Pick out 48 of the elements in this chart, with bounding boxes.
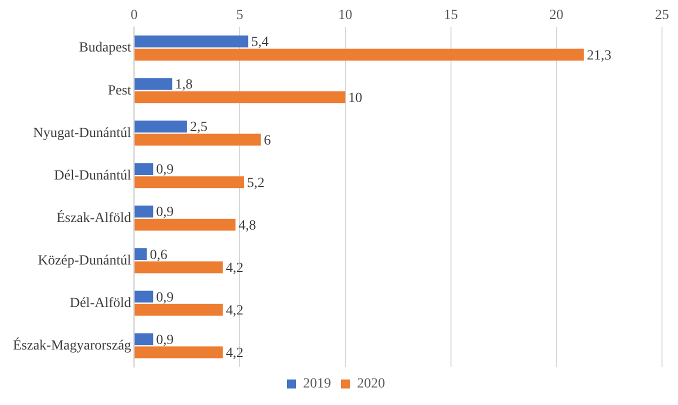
data-label: 21,3 (586, 48, 612, 64)
y-tick-label: Dél-Dunántúl (54, 168, 132, 184)
data-label: 2,5 (190, 120, 208, 136)
data-label: 10 (348, 90, 362, 106)
y-tick-label: Pest (108, 83, 132, 98)
data-label: 0,9 (156, 332, 174, 348)
x-tick-label: 15 (444, 8, 458, 24)
bar (134, 304, 223, 316)
bar (134, 218, 236, 231)
data-label: 6 (264, 133, 271, 148)
data-label: 4,2 (226, 346, 244, 361)
bar (134, 163, 154, 175)
data-label: 4,2 (226, 260, 244, 276)
data-label: 4,2 (226, 303, 244, 318)
bar (134, 48, 584, 61)
x-tick-label: 25 (655, 8, 669, 24)
legend-label: 2020 (357, 376, 385, 392)
bar (134, 36, 248, 48)
bar (134, 78, 172, 90)
x-tick-label: 10 (338, 8, 352, 24)
bar (134, 261, 223, 274)
x-tick-label: 20 (549, 8, 564, 24)
data-label: 0,9 (156, 205, 174, 220)
y-tick-label: Észak-Magyarország (12, 336, 132, 354)
data-label: 0,9 (156, 290, 174, 306)
bar (134, 290, 154, 303)
bar (134, 176, 244, 188)
bar (134, 248, 147, 260)
bar (134, 91, 346, 104)
legend-label: 2019 (303, 376, 331, 392)
data-label: 5,4 (251, 35, 269, 50)
bar (134, 120, 187, 132)
y-tick-label: Közép-Dunántúl (38, 253, 132, 268)
data-label: 1,8 (175, 78, 193, 93)
y-tick-label: Nyugat-Dunántúl (33, 126, 132, 141)
bar (134, 134, 261, 146)
bar (134, 206, 154, 218)
x-tick-label: 0 (130, 8, 138, 24)
y-tick-label: Dél-Alföld (70, 296, 132, 311)
data-label: 0,6 (150, 248, 168, 263)
y-tick-label: Észak-Alföld (56, 208, 132, 226)
data-label: 0,9 (156, 162, 174, 178)
y-tick-label: Budapest (79, 40, 132, 56)
bar (134, 333, 154, 346)
data-label: 5,2 (246, 176, 264, 191)
x-tick-label: 5 (236, 8, 244, 24)
data-label: 4,8 (238, 218, 256, 234)
bar (134, 346, 223, 358)
